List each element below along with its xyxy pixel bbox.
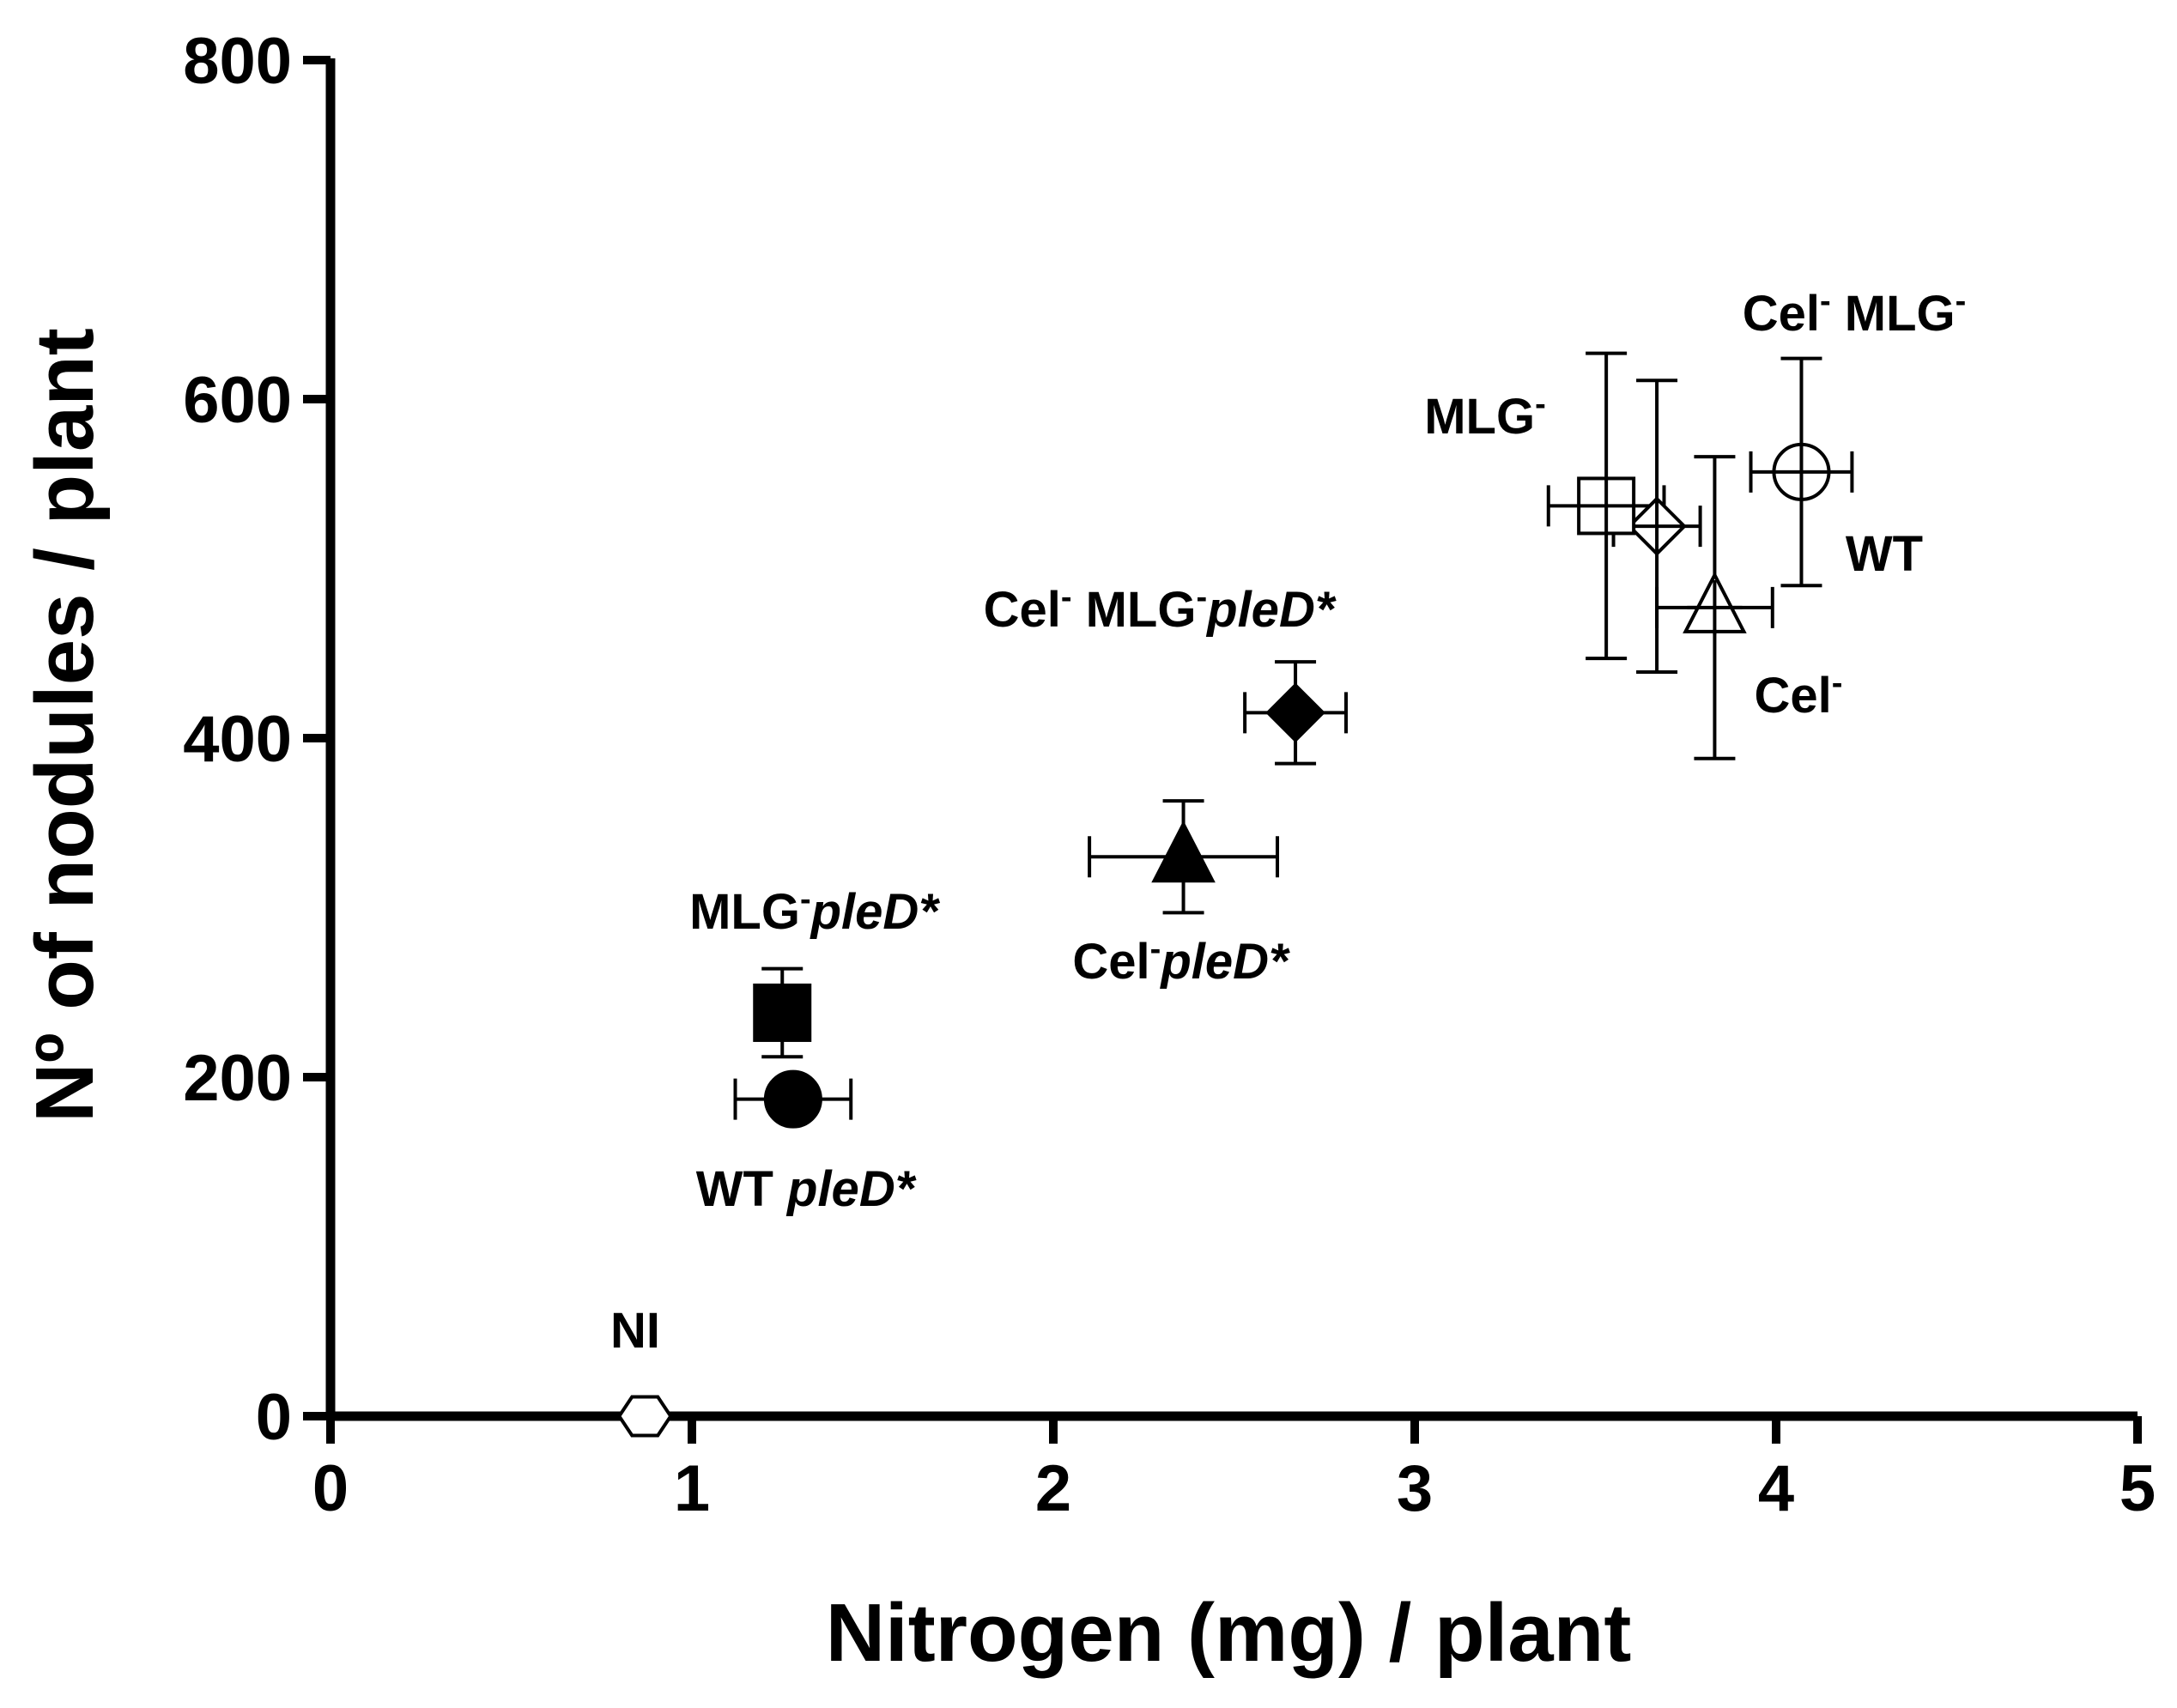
point-label-part: WT (696, 1161, 787, 1217)
point-label-part: pleD* (1159, 934, 1290, 990)
point-label-part: - (1150, 931, 1161, 967)
point-label-cel-mlg-pled: Cel- MLG-pleD* (984, 579, 1337, 638)
point-label-mlg-pled: MLG-pleD* (689, 881, 940, 940)
point-label-part: - (1061, 579, 1072, 615)
point-label-part: MLG (1831, 286, 1956, 342)
point-label-part: pleD* (810, 884, 941, 940)
point-label-part: pleD* (1205, 582, 1337, 638)
axes (325, 58, 2138, 1421)
y-tick-label: 200 (183, 1042, 292, 1115)
point-label-wt-pled: WT pleD* (696, 1161, 917, 1217)
y-tick-label: 0 (256, 1381, 292, 1454)
y-tick-label: 600 (183, 364, 292, 437)
marker-cel-mlg-pled (1265, 682, 1325, 743)
point-label-part: - (800, 881, 811, 918)
x-axis-title: Nitrogen (mg) / plant (826, 1587, 1632, 1679)
point-label-part: Cel (1755, 668, 1832, 724)
y-tick-label: 400 (183, 703, 292, 776)
point-label-wt: WT (1846, 526, 1923, 582)
x-tick-label: 0 (312, 1452, 349, 1525)
marker-mlg-pled (753, 983, 812, 1042)
point-label-cel: Cel- (1755, 665, 1843, 724)
x-tick-label: 2 (1035, 1452, 1071, 1525)
y-tick-label: 800 (183, 25, 292, 98)
point-label-part: - (1535, 386, 1546, 422)
point-label-part: WT (1846, 526, 1923, 582)
data-markers (616, 442, 1831, 1438)
point-label-part: pleD* (785, 1161, 917, 1217)
point-label-part: MLG (689, 884, 800, 940)
point-label-cel-mlg: Cel- MLG- (1743, 283, 1967, 342)
marker-wt-pled (763, 1069, 822, 1129)
x-tick-label: 4 (1758, 1452, 1794, 1525)
point-label-part: - (1196, 579, 1207, 615)
x-tick-label: 1 (674, 1452, 710, 1525)
marker-cel-pled (1151, 820, 1216, 883)
marker-ni (616, 1395, 673, 1438)
point-label-part: - (1832, 665, 1843, 701)
point-label-part: NI (610, 1303, 660, 1359)
point-label-ni: NI (610, 1303, 660, 1359)
point-label-part: MLG (1072, 582, 1197, 638)
y-axis-title: Nº of nodules / plant (19, 328, 111, 1123)
point-label-part: - (1956, 283, 1967, 319)
x-tick-label: 5 (2119, 1452, 2156, 1525)
point-label-part: - (1820, 283, 1831, 319)
point-label-cel-pled: Cel-pleD* (1072, 931, 1290, 990)
point-label-mlg: MLG- (1424, 386, 1546, 445)
x-tick-label: 3 (1397, 1452, 1433, 1525)
point-label-part: MLG (1424, 389, 1535, 445)
axis-ticks: 0 1 2 3 4 5 0 200 400 600 800 (183, 25, 2156, 1525)
point-label-part: Cel (984, 582, 1061, 638)
point-label-part: Cel (1072, 934, 1149, 990)
point-label-part: Cel (1743, 286, 1820, 342)
